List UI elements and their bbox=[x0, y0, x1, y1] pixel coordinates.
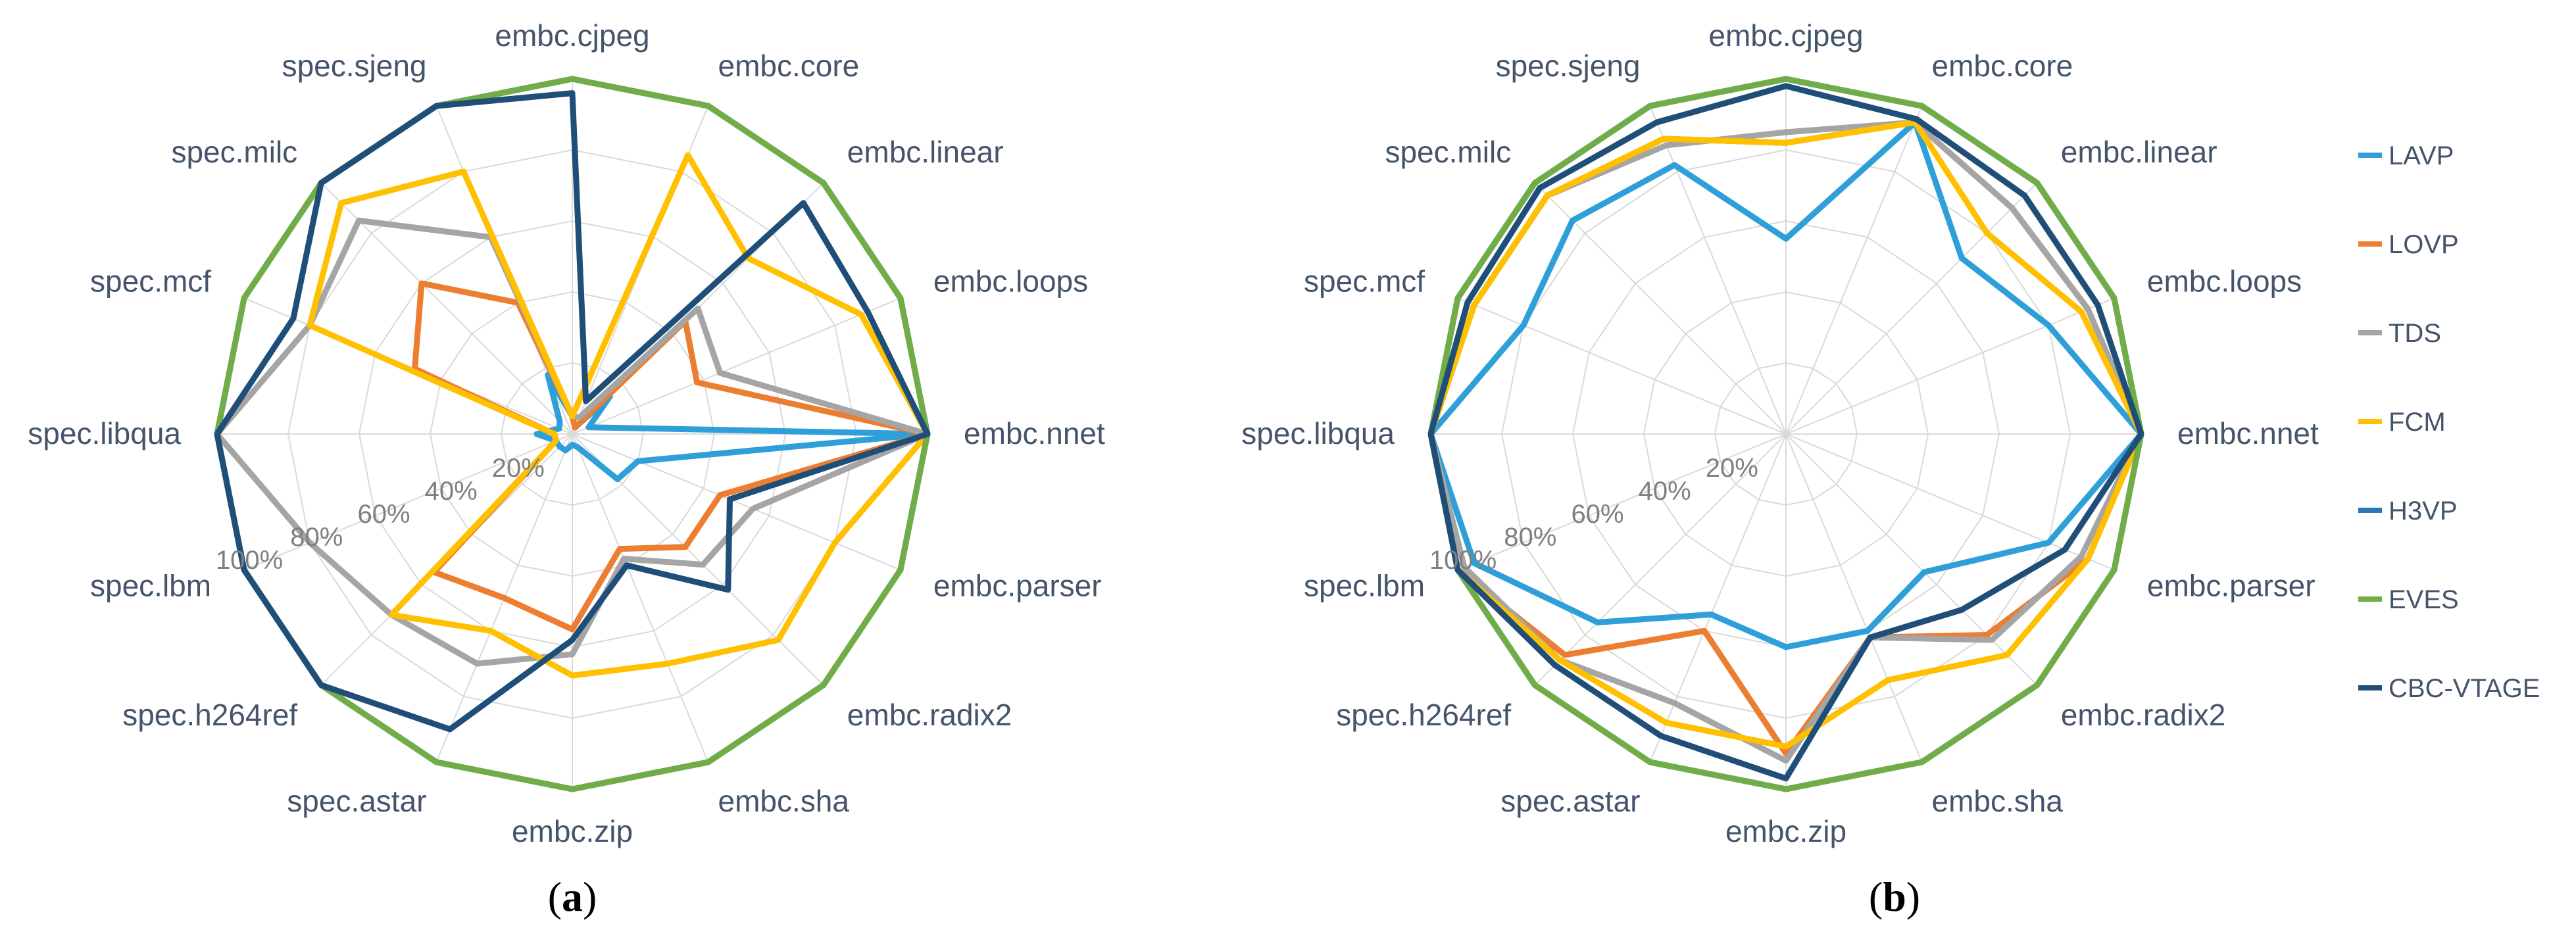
tick-label-1: 20% bbox=[492, 454, 545, 483]
series-FCM bbox=[1427, 119, 2144, 750]
legend: LAVP LOVP TDS FCM H3VP EVES CBC-VTAGE bbox=[2358, 141, 2540, 703]
spoke-spec.mcf bbox=[1457, 297, 1787, 435]
category-label-spec.lbm: spec.lbm bbox=[90, 569, 211, 603]
category-label-embc.zip: embc.zip bbox=[512, 814, 633, 848]
category-label-embc.nnet: embc.nnet bbox=[2177, 416, 2319, 450]
category-label-embc.loops: embc.loops bbox=[933, 264, 1088, 299]
series-EVES bbox=[1427, 76, 2144, 792]
tick-label-5: 100% bbox=[1429, 546, 1497, 575]
spoke-embc.parser bbox=[572, 433, 901, 571]
category-label-spec.h264ref: spec.h264ref bbox=[122, 698, 297, 732]
category-label-embc.core: embc.core bbox=[718, 49, 860, 83]
category-label-spec.h264ref: spec.h264ref bbox=[1336, 698, 1511, 732]
series-LAVP bbox=[1427, 119, 2144, 650]
spoke-embc.linear bbox=[1785, 182, 2038, 435]
legend-label-EVES: EVES bbox=[2389, 585, 2459, 614]
tick-label-5: 100% bbox=[216, 546, 283, 575]
spoke-spec.astar bbox=[1649, 433, 1787, 763]
category-label-spec.astar: spec.astar bbox=[1500, 784, 1640, 818]
category-label-spec.milc: spec.milc bbox=[1385, 135, 1511, 169]
legend-label-LAVP: LAVP bbox=[2389, 141, 2454, 170]
category-label-spec.mcf: spec.mcf bbox=[90, 264, 211, 299]
category-label-spec.milc: spec.milc bbox=[171, 135, 297, 169]
category-label-embc.linear: embc.linear bbox=[2061, 135, 2217, 169]
category-label-embc.radix2: embc.radix2 bbox=[2061, 698, 2226, 732]
spoke-spec.lbm bbox=[243, 433, 573, 571]
radar-chart-a: 20% 40% 60% 80%100% embc.cjpeg embc.core embc.… bbox=[28, 18, 1105, 848]
spoke-spec.h264ref bbox=[1534, 433, 1787, 686]
category-label-embc.cjpeg: embc.cjpeg bbox=[1708, 18, 1863, 53]
tick-label-4: 80% bbox=[290, 523, 343, 552]
tick-label-3: 60% bbox=[1571, 500, 1623, 529]
spoke-embc.sha bbox=[572, 433, 709, 763]
caption-b: (b) bbox=[1869, 873, 1920, 920]
legend-label-LOVP: LOVP bbox=[2389, 230, 2459, 259]
series-EVES bbox=[214, 76, 931, 792]
category-label-spec.libqua: spec.libqua bbox=[1241, 416, 1395, 450]
category-label-spec.sjeng: spec.sjeng bbox=[1496, 49, 1641, 83]
radar-chart-b: 20% 40% 60% 80%100% embc.cjpeg embc.core embc.… bbox=[1241, 18, 2319, 848]
spoke-embc.core bbox=[1785, 105, 1923, 435]
category-label-embc.parser: embc.parser bbox=[2147, 569, 2316, 603]
tick-label-3: 60% bbox=[357, 500, 410, 529]
category-label-embc.nnet: embc.nnet bbox=[964, 416, 1105, 450]
category-label-spec.sjeng: spec.sjeng bbox=[282, 49, 427, 83]
series-CBC-VTAGE bbox=[1427, 83, 2144, 782]
legend-label-CBC-VTAGE: CBC-VTAGE bbox=[2389, 674, 2540, 703]
legend-label-TDS: TDS bbox=[2389, 319, 2441, 348]
spoke-spec.sjeng bbox=[1649, 105, 1787, 435]
spoke-embc.parser bbox=[1785, 433, 2115, 571]
category-label-spec.lbm: spec.lbm bbox=[1304, 569, 1425, 603]
tick-label-4: 80% bbox=[1504, 523, 1556, 552]
category-label-embc.sha: embc.sha bbox=[1932, 784, 2064, 818]
category-label-spec.libqua: spec.libqua bbox=[28, 416, 181, 450]
category-label-embc.radix2: embc.radix2 bbox=[847, 698, 1012, 732]
spoke-embc.loops bbox=[572, 297, 901, 435]
category-label-embc.cjpeg: embc.cjpeg bbox=[495, 18, 649, 53]
category-label-embc.loops: embc.loops bbox=[2147, 264, 2302, 299]
series-TDS bbox=[214, 217, 931, 667]
series-LOVP bbox=[412, 280, 931, 633]
legend-label-FCM: FCM bbox=[2389, 408, 2446, 437]
caption-a: (a) bbox=[548, 873, 597, 920]
category-label-embc.core: embc.core bbox=[1932, 49, 2073, 83]
spoke-spec.milc bbox=[320, 182, 573, 435]
spoke-spec.lbm bbox=[1457, 433, 1787, 571]
series-FCM bbox=[307, 152, 931, 679]
category-label-embc.parser: embc.parser bbox=[933, 569, 1102, 603]
spoke-embc.radix2 bbox=[1785, 433, 2038, 686]
spoke-embc.sha bbox=[1785, 433, 1923, 763]
category-label-spec.mcf: spec.mcf bbox=[1304, 264, 1425, 299]
spoke-embc.loops bbox=[1785, 297, 2115, 435]
category-label-embc.linear: embc.linear bbox=[847, 135, 1004, 169]
legend-label-H3VP: H3VP bbox=[2389, 497, 2458, 525]
tick-label-1: 20% bbox=[1706, 454, 1758, 483]
category-label-embc.zip: embc.zip bbox=[1725, 814, 1846, 848]
tick-label-2: 40% bbox=[425, 477, 478, 506]
category-label-embc.sha: embc.sha bbox=[718, 784, 850, 818]
spoke-spec.milc bbox=[1534, 182, 1787, 435]
category-label-spec.astar: spec.astar bbox=[287, 784, 426, 818]
series-CBC-VTAGE bbox=[214, 90, 931, 733]
tick-label-2: 40% bbox=[1639, 477, 1691, 506]
series-LAVP bbox=[533, 372, 931, 483]
